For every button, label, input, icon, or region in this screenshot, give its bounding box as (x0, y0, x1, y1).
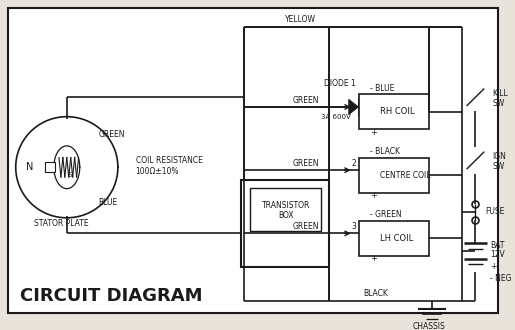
Text: - NEG: - NEG (490, 274, 512, 282)
Text: SW: SW (492, 162, 504, 171)
Text: 3A 600V: 3A 600V (321, 114, 351, 120)
Text: BLACK: BLACK (364, 289, 388, 298)
Text: +: + (490, 262, 496, 271)
Text: FUSE: FUSE (485, 208, 505, 216)
Text: +: + (370, 191, 377, 200)
Text: GREEN: GREEN (293, 159, 319, 168)
Text: - GREEN: - GREEN (370, 211, 402, 219)
Text: GREEN: GREEN (98, 130, 125, 139)
Text: BOX: BOX (278, 211, 294, 220)
Bar (358, 157, 430, 192)
Text: GREEN: GREEN (293, 96, 319, 105)
Text: +: + (370, 128, 377, 137)
Bar (241, 180, 329, 267)
Bar (358, 221, 430, 256)
Text: SW: SW (492, 99, 504, 108)
Text: RH COIL: RH COIL (380, 107, 415, 116)
Text: YELLOW: YELLOW (285, 15, 316, 24)
Text: 100Ω±10%: 100Ω±10% (135, 167, 179, 176)
Text: TRANSISTOR: TRANSISTOR (262, 201, 310, 210)
Text: - BLACK: - BLACK (370, 147, 400, 156)
Text: LH COIL: LH COIL (380, 234, 414, 243)
Text: 3: 3 (352, 222, 356, 231)
Text: KILL: KILL (492, 89, 508, 98)
Polygon shape (349, 99, 358, 115)
Text: IGN: IGN (492, 152, 506, 161)
Text: BAT: BAT (490, 241, 505, 249)
Bar (45, 162, 55, 172)
Text: +: + (370, 254, 377, 263)
Text: N: N (26, 162, 33, 172)
Text: GREEN: GREEN (293, 222, 319, 231)
Text: - BLUE: - BLUE (370, 84, 394, 93)
Bar (358, 94, 430, 129)
Text: BLUE: BLUE (98, 198, 117, 207)
Text: 12V: 12V (490, 250, 505, 259)
Text: COIL RESISTANCE: COIL RESISTANCE (135, 156, 202, 165)
Text: STATOR PLATE: STATOR PLATE (35, 219, 89, 228)
Text: 2: 2 (352, 159, 356, 168)
Bar (250, 188, 321, 231)
Text: DIODE 1: DIODE 1 (324, 79, 356, 88)
Text: CHASSIS: CHASSIS (413, 322, 445, 330)
Text: CIRCUIT DIAGRAM: CIRCUIT DIAGRAM (20, 287, 202, 305)
Text: S: S (67, 172, 72, 178)
Text: CENTRE COIL: CENTRE COIL (380, 171, 431, 180)
